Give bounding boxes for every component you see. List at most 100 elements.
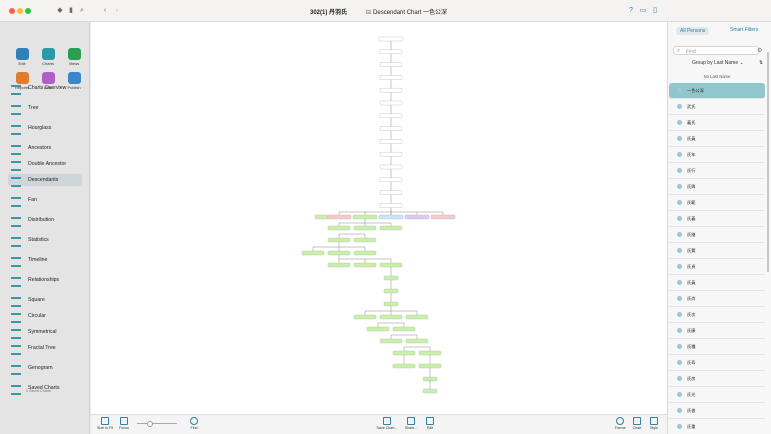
tag-icon[interactable]: ◆ — [57, 7, 63, 14]
person-node[interactable] — [352, 214, 378, 220]
list-item[interactable]: 一色公深 — [669, 83, 765, 99]
edit-chart-button[interactable]: Edit — [419, 417, 441, 430]
list-item[interactable]: 氏賢 — [669, 243, 765, 259]
sidebar-item-saved-charts[interactable]: Saved Charts — [8, 382, 82, 395]
person-node[interactable] — [353, 314, 377, 320]
person-node[interactable] — [379, 314, 403, 320]
list-item[interactable]: 氏次 — [669, 307, 765, 323]
list-item[interactable]: 氏尚 — [669, 291, 765, 307]
person-node[interactable] — [327, 237, 351, 243]
person-node[interactable] — [301, 250, 325, 256]
sidebar-item-statistics[interactable]: Statistics — [8, 234, 82, 247]
list-item[interactable]: 氏貞 — [669, 259, 765, 275]
close-window-button[interactable] — [9, 8, 15, 14]
person-node[interactable] — [379, 126, 403, 131]
sidebar-toggle-icon[interactable]: ▯ — [653, 7, 657, 14]
sidebar-item-symmetrical[interactable]: Symmetrical — [8, 326, 82, 339]
person-node[interactable] — [379, 164, 403, 170]
sidebar-item-fan[interactable]: Fan — [8, 194, 82, 207]
minimize-window-button[interactable] — [17, 8, 23, 14]
list-item[interactable]: 氏寿 — [669, 355, 765, 371]
person-node[interactable] — [430, 214, 456, 220]
list-item[interactable]: 氏房 — [669, 371, 765, 387]
list-item[interactable]: 武氏 — [669, 99, 765, 115]
person-search-input[interactable]: ⌕ Find — [673, 46, 759, 55]
find-button[interactable]: Find — [183, 417, 205, 430]
sidebar-item-double-ancestor[interactable]: Double Ancestor — [8, 158, 82, 171]
charts-button[interactable]: Charts — [36, 48, 60, 66]
list-item[interactable]: 氏継 — [669, 227, 765, 243]
forward-arrow-icon[interactable]: › — [115, 7, 119, 14]
sidebar-item-ancestors[interactable]: Ancestors — [8, 142, 82, 155]
sidebar-item-tree[interactable]: Tree — [8, 102, 82, 115]
person-node[interactable] — [379, 100, 403, 106]
sidebar-item-circular[interactable]: Circular — [8, 310, 82, 323]
style-button[interactable]: Style — [643, 417, 665, 430]
search-people-icon[interactable]: ⌕ — [80, 7, 84, 14]
sidebar-item-hourglass[interactable]: Hourglass — [8, 122, 82, 135]
edit-button[interactable]: Edit — [10, 48, 34, 66]
list-item[interactable]: 氏範 — [669, 195, 765, 211]
person-node[interactable] — [326, 214, 352, 220]
sidebar-item-relationships[interactable]: Relationships — [8, 274, 82, 287]
person-node[interactable] — [378, 214, 404, 220]
publish-button[interactable]: Publish — [62, 72, 86, 90]
views-button[interactable]: Views — [62, 48, 86, 66]
list-item[interactable]: 氏義 — [669, 211, 765, 227]
theme-button[interactable]: Theme — [609, 417, 631, 430]
chart-options-button[interactable]: Chart — [626, 417, 648, 430]
zoom-window-button[interactable] — [25, 8, 31, 14]
person-node[interactable] — [379, 139, 403, 144]
person-node[interactable] — [379, 62, 403, 67]
person-node[interactable] — [405, 314, 429, 320]
person-node[interactable] — [392, 326, 416, 332]
sidebar-item-timeline[interactable]: Timeline — [8, 254, 82, 267]
tab-smart-filters[interactable]: Smart Filters — [730, 27, 759, 33]
person-node[interactable] — [379, 151, 403, 157]
list-item[interactable]: 義氏 — [669, 115, 765, 131]
reports-button[interactable]: Reports — [10, 72, 34, 90]
sidebar-item-square[interactable]: Square — [8, 294, 82, 307]
size-to-fit-button[interactable]: Size to Fit — [94, 417, 116, 430]
bookmark-icon[interactable]: ▮ — [69, 7, 73, 14]
person-node[interactable] — [366, 326, 390, 332]
person-node[interactable] — [379, 113, 403, 119]
person-node[interactable] — [314, 214, 328, 220]
zoom-slider[interactable] — [137, 420, 177, 427]
person-node[interactable] — [327, 250, 351, 256]
person-node[interactable] — [353, 262, 377, 268]
person-node[interactable] — [418, 363, 442, 369]
window-icon[interactable]: ▭ — [639, 7, 647, 14]
root-person-node[interactable] — [378, 36, 404, 42]
list-item[interactable]: 氏光 — [669, 387, 765, 403]
sidebar-item-charts-overview[interactable]: Charts Overview — [8, 82, 82, 95]
tab-all-persons[interactable]: All Persons — [676, 27, 710, 35]
save-chart-button[interactable]: Save Chart... — [376, 417, 398, 430]
list-item[interactable]: 氏重 — [669, 419, 765, 434]
focus-button[interactable]: Focus — [113, 417, 135, 430]
sort-icon[interactable]: ⇅ — [759, 60, 764, 66]
person-node[interactable] — [392, 363, 416, 369]
list-item[interactable]: 氏種 — [669, 339, 765, 355]
back-arrow-icon[interactable]: ‹ — [103, 7, 107, 14]
lists-button[interactable]: Lists — [36, 72, 60, 90]
person-node[interactable] — [404, 214, 430, 220]
sidebar-item-descendants[interactable]: Descendants — [8, 174, 82, 187]
person-node[interactable] — [379, 225, 403, 231]
sidebar-item-distribution[interactable]: Distribution — [8, 214, 82, 227]
person-node[interactable] — [383, 301, 399, 307]
person-node[interactable] — [353, 237, 377, 243]
gear-icon[interactable]: ⚙ — [757, 48, 763, 54]
person-node[interactable] — [379, 338, 403, 344]
list-item[interactable]: 氏年 — [669, 147, 765, 163]
person-node[interactable] — [392, 350, 416, 356]
list-item[interactable]: 氏員 — [669, 275, 765, 291]
person-node[interactable] — [379, 190, 403, 195]
person-node[interactable] — [422, 388, 438, 394]
person-node[interactable] — [418, 350, 442, 356]
person-node[interactable] — [379, 203, 403, 208]
person-node[interactable] — [383, 288, 399, 294]
person-node[interactable] — [379, 177, 403, 183]
list-item[interactable]: 氏員 — [669, 131, 765, 147]
person-node[interactable] — [379, 262, 403, 268]
